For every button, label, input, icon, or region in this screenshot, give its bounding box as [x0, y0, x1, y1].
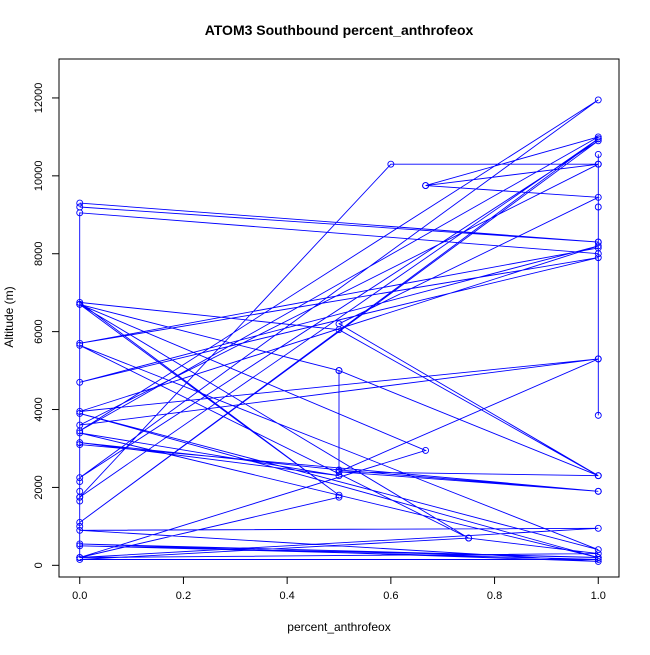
data-point — [76, 409, 84, 417]
data-point — [76, 439, 84, 447]
data-point — [594, 203, 602, 211]
data-point — [76, 298, 84, 306]
data-point — [594, 135, 602, 143]
data-point — [76, 199, 84, 207]
x-tick-label: 0.4 — [279, 590, 294, 602]
y-axis: 0 2000 4000 6000 8000 10000 12000 — [33, 83, 60, 568]
data-point — [594, 96, 602, 104]
y-tick-label: 8000 — [33, 241, 45, 265]
series-layer — [76, 96, 602, 565]
data-point — [594, 150, 602, 158]
x-axis-label: percent_anthrofeox — [287, 620, 390, 634]
data-point — [76, 487, 84, 495]
data-point — [594, 557, 602, 565]
x-axis: 0.0 0.2 0.4 0.6 0.8 1.0 — [72, 576, 606, 602]
y-tick-label: 10000 — [33, 161, 45, 192]
data-point — [76, 526, 84, 534]
y-axis-label: Altitude (m) — [2, 286, 16, 347]
series-line — [78, 99, 601, 562]
data-point — [594, 137, 602, 145]
data-point — [335, 468, 343, 476]
chart-title: ATOM3 Southbound percent_anthrofeox — [205, 22, 474, 38]
data-point — [76, 209, 84, 217]
data-point — [76, 408, 84, 415]
data-point — [335, 466, 343, 474]
data-point — [76, 300, 84, 308]
x-tick-label: 0.0 — [72, 590, 87, 602]
data-point — [76, 542, 84, 550]
data-point — [594, 254, 602, 262]
y-tick-label: 0 — [33, 562, 45, 568]
x-tick-label: 0.2 — [176, 590, 191, 602]
data-point — [594, 160, 602, 168]
y-tick-label: 4000 — [33, 397, 45, 421]
data-point — [387, 160, 395, 168]
data-point — [76, 427, 84, 435]
data-point — [76, 341, 84, 349]
data-point — [594, 550, 602, 558]
data-point — [335, 491, 343, 499]
x-tick-label: 0.6 — [383, 590, 398, 602]
data-point — [465, 534, 473, 542]
data-point — [76, 540, 84, 548]
data-point — [594, 133, 602, 141]
data-point — [76, 554, 84, 561]
data-point — [76, 556, 84, 563]
data-point — [594, 554, 602, 561]
y-tick-label: 6000 — [33, 319, 45, 343]
data-point — [76, 519, 84, 526]
data-point — [594, 546, 602, 554]
data-point — [594, 411, 602, 419]
data-point — [335, 326, 343, 334]
data-point — [594, 242, 602, 250]
data-point — [335, 367, 343, 375]
data-point — [76, 429, 84, 437]
data-point — [76, 478, 84, 486]
data-point — [422, 182, 430, 190]
data-point — [76, 378, 84, 386]
data-point — [422, 446, 430, 454]
x-tick-label: 1.0 — [591, 590, 606, 602]
data-point — [76, 522, 84, 530]
data-point — [594, 524, 602, 532]
data-point — [76, 474, 84, 482]
x-tick-label: 0.8 — [487, 590, 502, 602]
y-tick-label: 12000 — [33, 83, 45, 114]
data-point — [594, 250, 602, 258]
data-point — [76, 497, 84, 505]
data-point — [76, 339, 84, 347]
data-point — [594, 193, 602, 201]
data-point — [335, 493, 343, 501]
y-tick-label: 2000 — [33, 475, 45, 499]
data-point — [594, 472, 602, 480]
data-point — [594, 355, 602, 363]
data-point — [76, 441, 84, 449]
data-point — [594, 487, 602, 495]
